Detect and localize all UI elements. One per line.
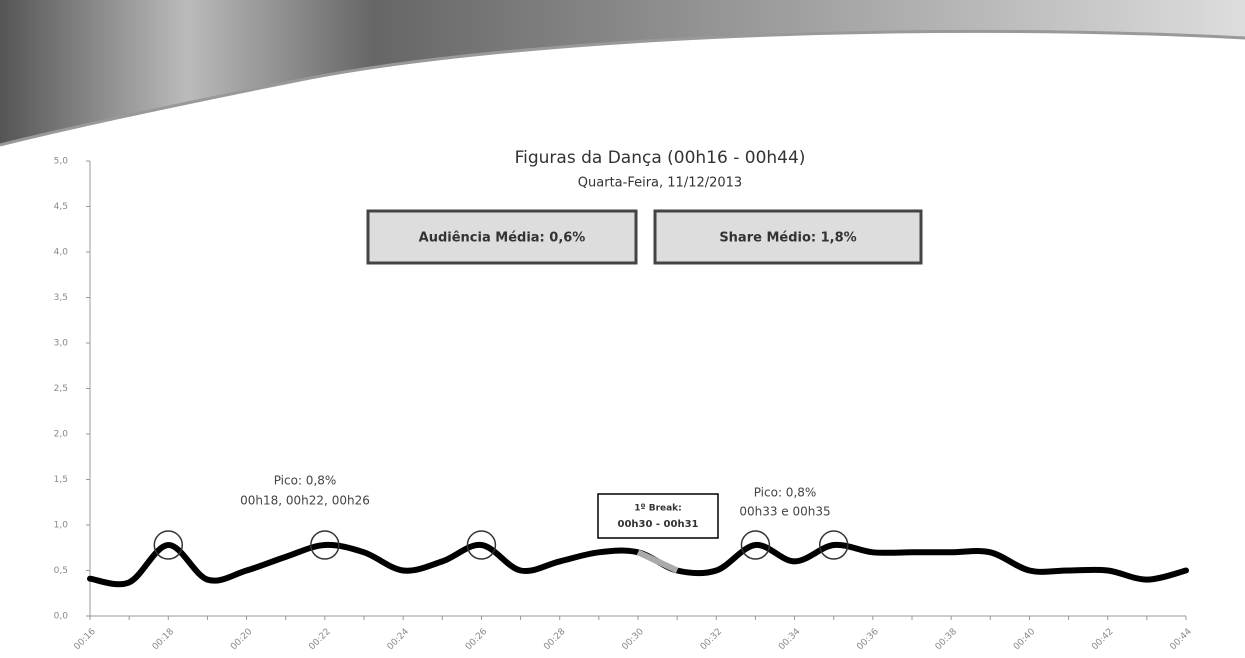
y-tick-label: 3,5 [54,293,68,303]
break-box [597,493,719,539]
x-tick-label: 00:30 [620,627,646,653]
x-tick-label: 00:22 [307,627,332,652]
y-tick-label: 4,0 [54,248,69,258]
summary-box [653,209,923,265]
y-tick-label: 3,0 [54,339,69,349]
x-tick-label: 00:20 [229,627,255,653]
annotation: 00h33 e 00h35 [739,505,830,519]
x-tick-label: 00:24 [386,627,412,653]
y-tick-label: 2,0 [54,430,69,440]
line [636,549,679,574]
y-tick-label: 5,0 [54,157,69,167]
y-tick-label: 0,0 [54,612,69,622]
banner [0,0,1245,145]
summary-text: Share Médio: 1,8% [719,231,856,246]
x-tick-label: 00:26 [464,627,490,653]
peak-marker [153,530,184,560]
y-tick-label: 0,5 [54,566,68,576]
peak-marker [466,530,497,560]
x-tick-label: 00:28 [542,627,568,653]
y-tick-label: 2,5 [54,384,68,394]
x-tick-label: 00:32 [699,627,724,652]
annotation: Pico: 0,8% [754,486,817,500]
peak-marker [310,530,340,560]
y-tick-label: 1,0 [54,521,69,531]
line [87,541,1189,588]
annotation: Pico: 0,8% [274,474,337,488]
annotation: 1º Break: [634,504,682,514]
x-tick-label: 00:38 [934,627,960,653]
peak-marker [740,530,771,560]
peak-marker [818,530,849,560]
summary-text: Audiência Média: 0,6% [419,231,586,246]
chart-title: Figuras da Dança (00h16 - 00h44) [515,148,806,168]
chart-subtitle: Quarta-Feira, 11/12/2013 [578,176,742,191]
x-tick-label: 00:36 [855,627,881,653]
y-tick-label: 1,5 [54,475,68,485]
banner-edge [0,29,1245,147]
x-tick-label: 00:40 [1012,627,1038,653]
x-tick-label: 00:18 [151,627,177,653]
x-tick-label: 00:44 [1168,627,1194,653]
x-tick-label: 00:16 [72,627,98,653]
annotation: 00h18, 00h22, 00h26 [240,494,370,508]
summary-box [366,209,638,265]
x-tick-label: 00:42 [1090,627,1115,652]
x-tick-label: 00:34 [777,627,803,653]
annotation: 00h30 - 00h31 [617,519,698,530]
y-tick-label: 4,5 [54,202,68,212]
